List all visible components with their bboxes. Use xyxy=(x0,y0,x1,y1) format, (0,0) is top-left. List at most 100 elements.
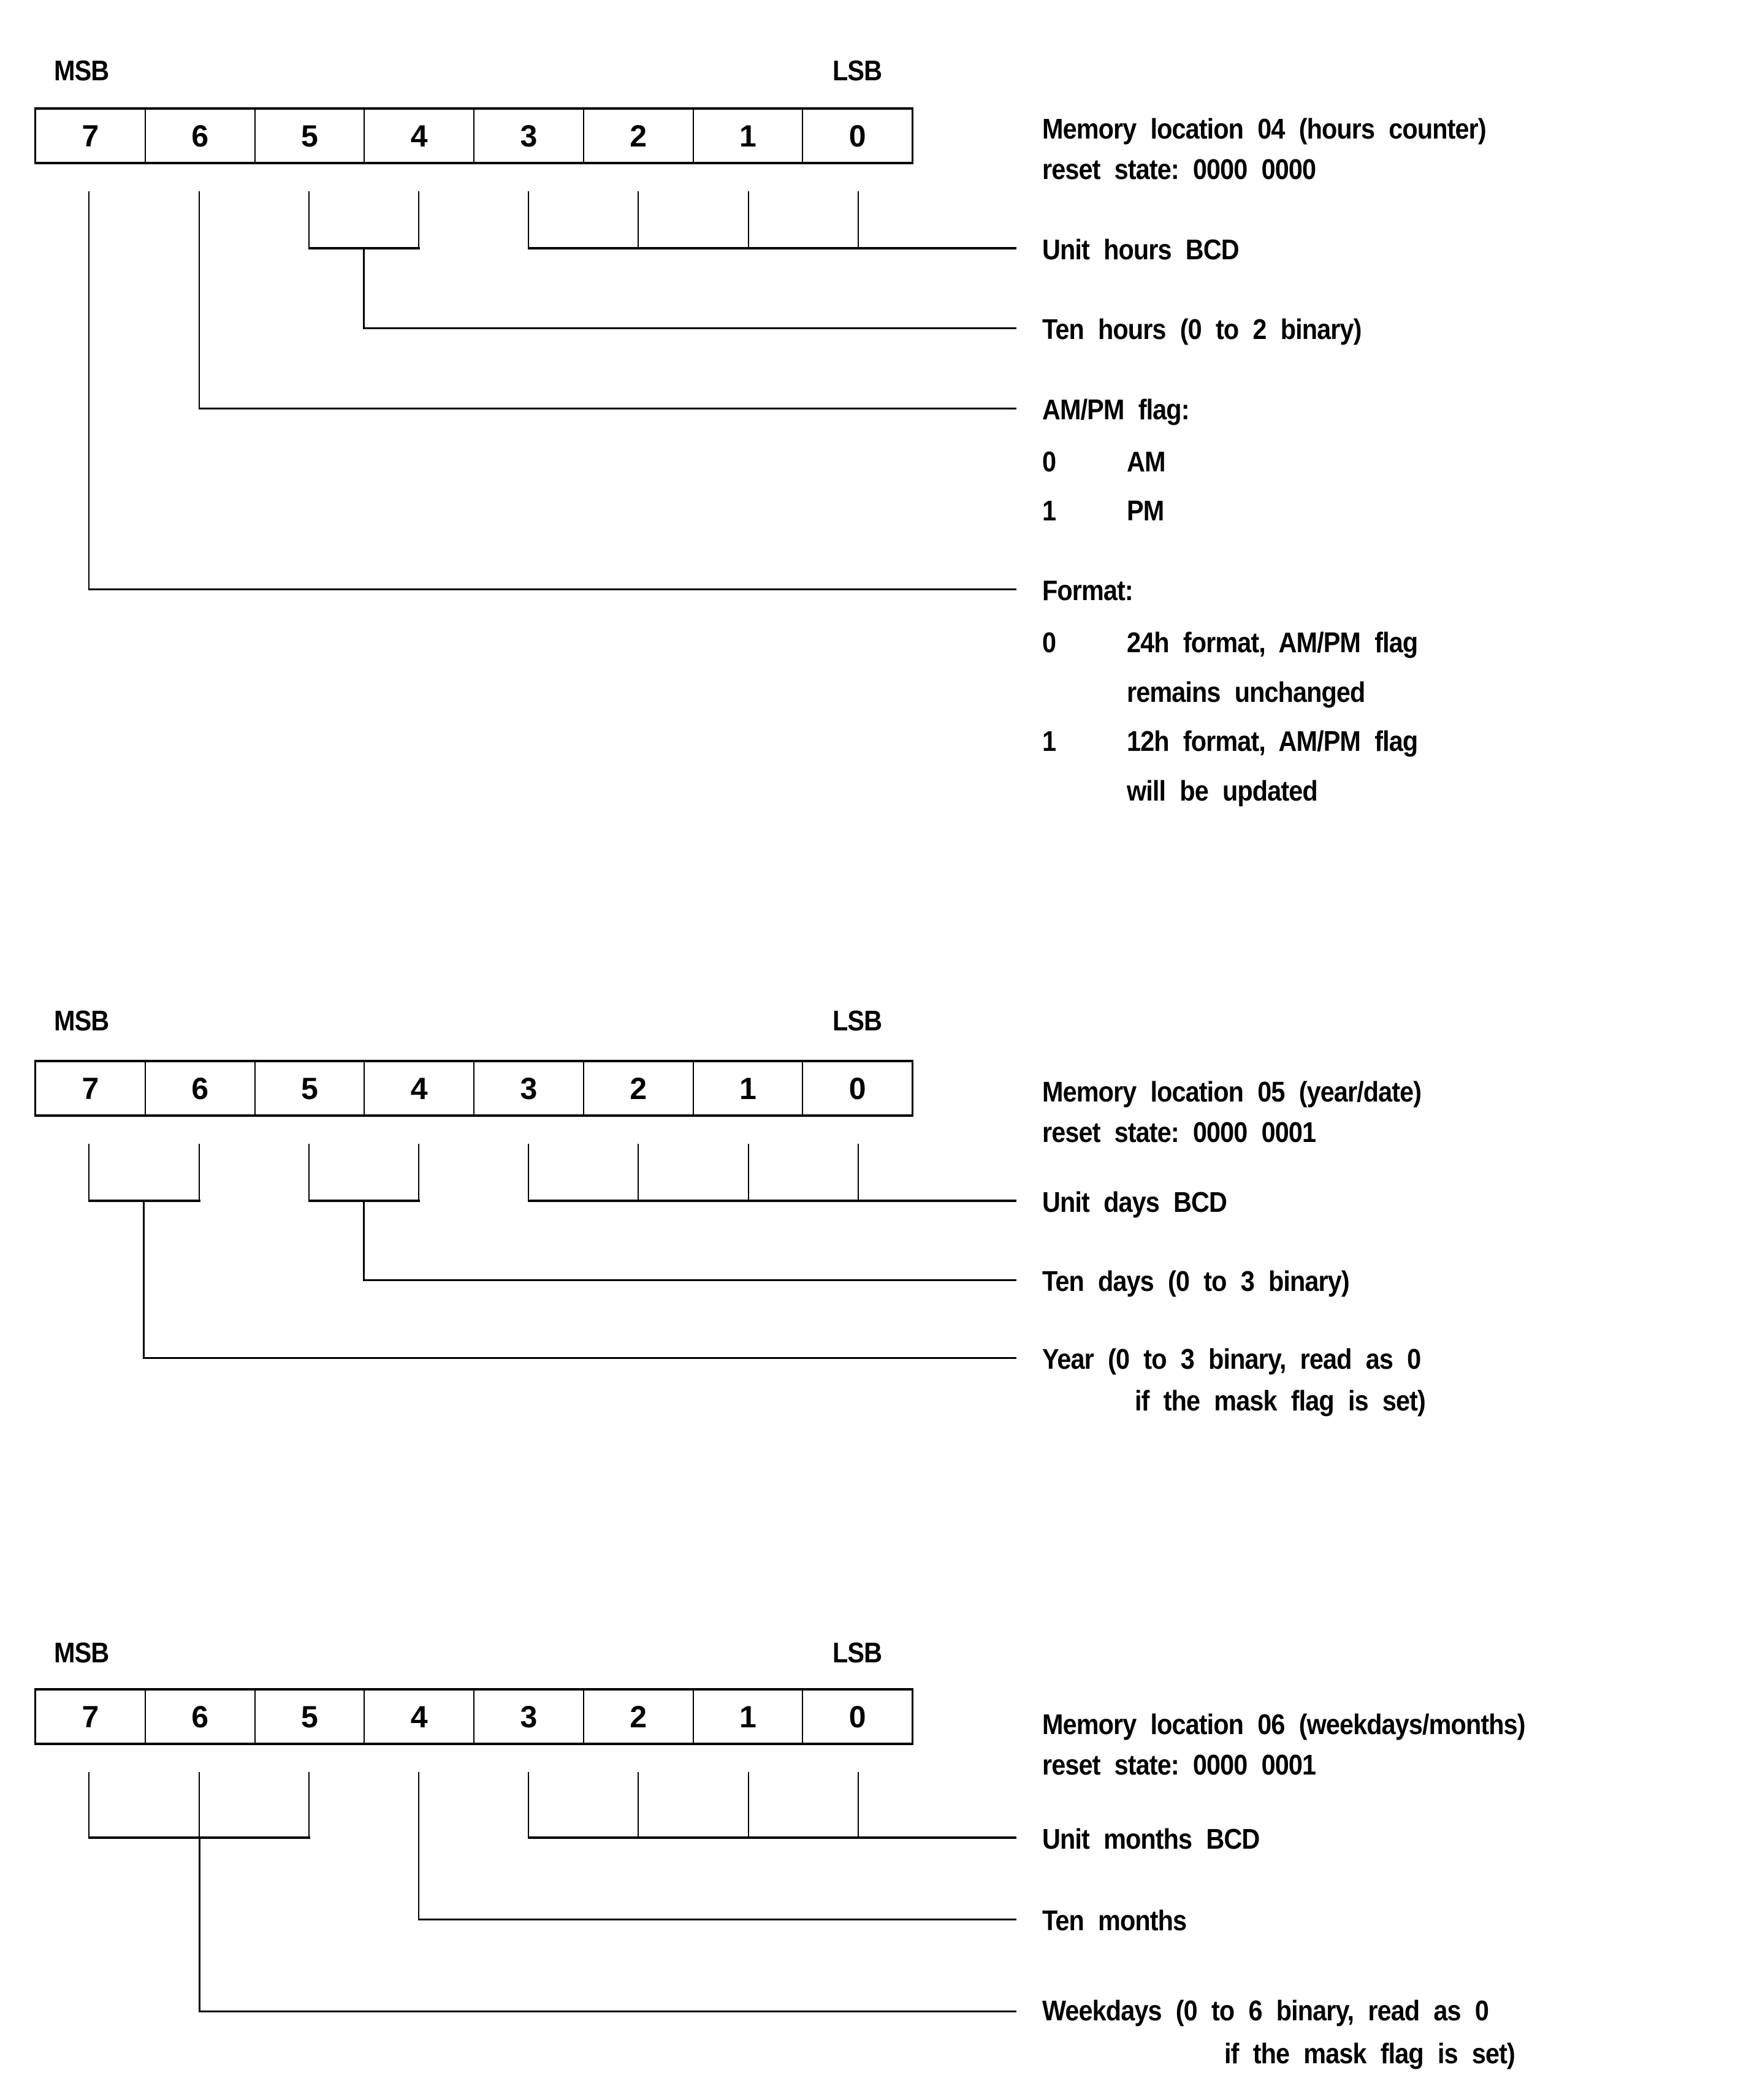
connector-line xyxy=(748,191,749,249)
connector-line xyxy=(199,191,200,409)
bit-cell-3: 3 xyxy=(474,1062,584,1114)
bit-cell-5: 5 xyxy=(256,1691,365,1743)
connector-line xyxy=(88,191,90,590)
bit-field-box: 7 6 5 4 3 2 1 0 xyxy=(34,1688,913,1745)
bit-cell-3: 3 xyxy=(474,110,584,162)
connector-line xyxy=(88,1144,90,1202)
option-value: 1 xyxy=(1042,495,1056,527)
bit-cell-6: 6 xyxy=(146,1691,256,1743)
option-text: PM xyxy=(1127,495,1164,527)
connector-line xyxy=(528,1772,529,1839)
register-reset-state: reset state: 0000 0000 xyxy=(1042,153,1316,185)
lsb-label: LSB xyxy=(833,1637,882,1668)
connector-line xyxy=(528,1836,1016,1839)
option-value: 0 xyxy=(1042,446,1056,477)
field-label-ten-months: Ten months xyxy=(1042,1904,1187,1936)
register-title: Memory location 05 (year/date) xyxy=(1042,1076,1422,1108)
connector-line xyxy=(858,1772,859,1839)
register-title: Memory location 04 (hours counter) xyxy=(1042,113,1487,145)
option-text: AM xyxy=(1127,446,1165,477)
connector-line xyxy=(363,1279,1016,1281)
bit-cell-7: 7 xyxy=(36,110,146,162)
connector-line xyxy=(528,191,529,249)
connector-line xyxy=(199,408,1016,409)
connector-line xyxy=(858,191,859,249)
connector-line xyxy=(418,191,419,249)
bit-cell-1: 1 xyxy=(694,1062,804,1114)
bit-cell-6: 6 xyxy=(146,1062,256,1114)
connector-line xyxy=(638,191,639,249)
msb-label: MSB xyxy=(54,55,109,86)
connector-line xyxy=(528,247,1016,249)
field-label-year-continuation: if the mask flag is set) xyxy=(1135,1385,1426,1417)
connector-line xyxy=(199,2011,1016,2012)
option-text-continuation: remains unchanged xyxy=(1127,676,1365,708)
register-title: Memory location 06 (weekdays/months) xyxy=(1042,1708,1526,1740)
register-reset-state: reset state: 0000 0001 xyxy=(1042,1116,1316,1148)
bit-cell-2: 2 xyxy=(584,1691,694,1743)
connector-line xyxy=(638,1772,639,1839)
option-value: 0 xyxy=(1042,626,1056,658)
option-text: 24h format, AM/PM flag xyxy=(1127,626,1418,658)
connector-line xyxy=(308,191,310,249)
connector-line xyxy=(748,1772,749,1839)
connector-line xyxy=(528,1144,529,1202)
connector-line xyxy=(88,1772,90,1839)
field-label-unit-days: Unit days BCD xyxy=(1042,1186,1227,1218)
lsb-label: LSB xyxy=(833,1005,882,1037)
bit-field-box: 7 6 5 4 3 2 1 0 xyxy=(34,1060,913,1117)
bit-cell-0: 0 xyxy=(848,1699,866,1734)
connector-line xyxy=(199,1772,200,1839)
bit-cell-5: 5 xyxy=(256,110,365,162)
connector-line xyxy=(418,1772,419,1920)
field-label-unit-months: Unit months BCD xyxy=(1042,1823,1260,1855)
connector-line xyxy=(638,1144,639,1202)
field-label-year: Year (0 to 3 binary, read as 0 xyxy=(1042,1343,1421,1375)
option-text-continuation: will be updated xyxy=(1127,775,1318,807)
connector-line xyxy=(143,1357,1016,1359)
msb-label: MSB xyxy=(54,1005,109,1037)
option-text: 12h format, AM/PM flag xyxy=(1127,725,1418,757)
field-label-weekdays-continuation: if the mask flag is set) xyxy=(1224,2037,1515,2069)
bit-cell-1: 1 xyxy=(694,1691,804,1743)
bit-cell-0: 0 xyxy=(848,118,866,153)
connector-line xyxy=(363,247,365,329)
connector-line xyxy=(308,1144,310,1202)
bit-field-box: 7 6 5 4 3 2 1 0 xyxy=(34,107,913,164)
bit-cell-4: 4 xyxy=(365,1062,474,1114)
bit-cell-5: 5 xyxy=(256,1062,365,1114)
bit-cell-0: 0 xyxy=(848,1071,866,1106)
field-label-unit-hours: Unit hours BCD xyxy=(1042,234,1240,265)
bit-cell-2: 2 xyxy=(584,1062,694,1114)
connector-line xyxy=(199,1836,200,2012)
connector-line xyxy=(363,327,1016,329)
connector-line xyxy=(143,1200,145,1359)
connector-line xyxy=(748,1144,749,1202)
register-reset-state: reset state: 0000 0001 xyxy=(1042,1749,1316,1781)
bit-cell-7: 7 xyxy=(36,1691,146,1743)
bit-cell-4: 4 xyxy=(365,1691,474,1743)
connector-line xyxy=(528,1200,1016,1202)
field-label-ten-hours: Ten hours (0 to 2 binary) xyxy=(1042,313,1362,345)
connector-line xyxy=(88,588,1016,590)
bit-cell-3: 3 xyxy=(474,1691,584,1743)
bit-cell-6: 6 xyxy=(146,110,256,162)
lsb-label: LSB xyxy=(833,55,882,86)
field-label-ampm-flag: AM/PM flag: xyxy=(1042,394,1189,425)
connector-line xyxy=(363,1200,365,1281)
option-value: 1 xyxy=(1042,725,1056,757)
connector-line xyxy=(858,1144,859,1202)
connector-line xyxy=(418,1144,419,1202)
msb-label: MSB xyxy=(54,1637,109,1668)
field-label-format: Format: xyxy=(1042,574,1134,606)
connector-line xyxy=(308,1772,310,1839)
bit-cell-1: 1 xyxy=(694,110,804,162)
bit-cell-2: 2 xyxy=(584,110,694,162)
connector-line xyxy=(199,1144,200,1202)
bit-cell-7: 7 xyxy=(36,1062,146,1114)
field-label-weekdays: Weekdays (0 to 6 binary, read as 0 xyxy=(1042,1995,1489,2026)
connector-line xyxy=(418,1919,1016,1920)
field-label-ten-days: Ten days (0 to 3 binary) xyxy=(1042,1265,1350,1297)
bit-cell-4: 4 xyxy=(365,110,474,162)
